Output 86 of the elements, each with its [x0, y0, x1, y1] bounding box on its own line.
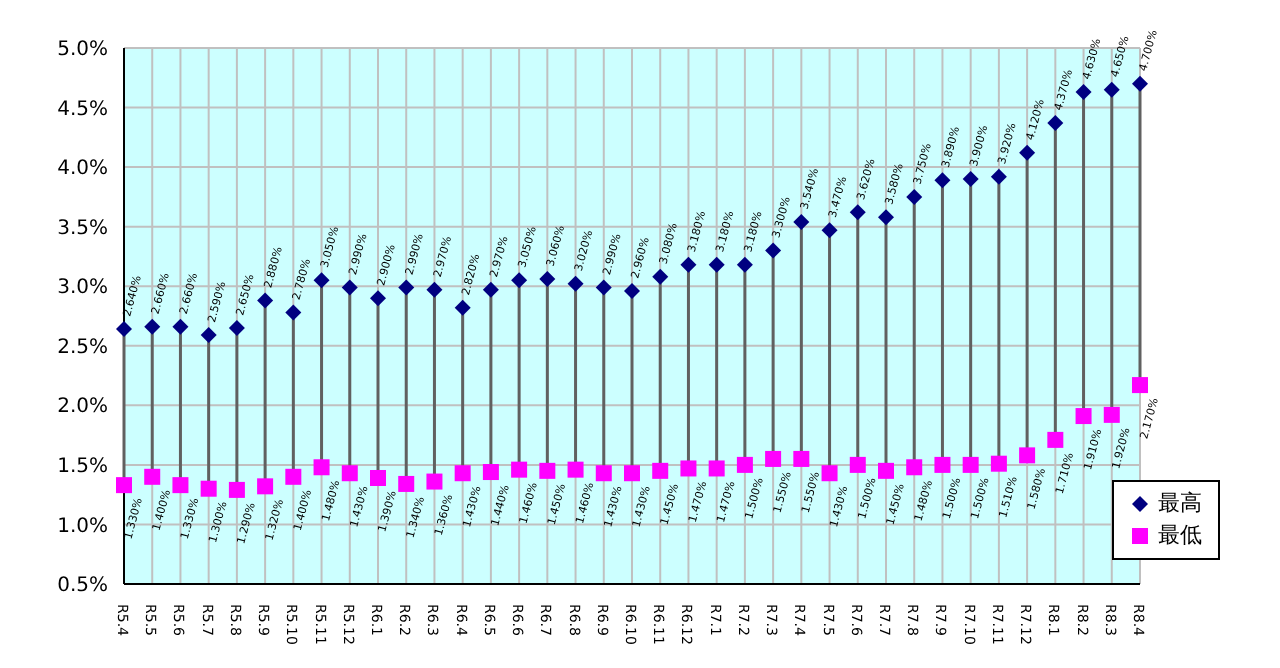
y-tick-label: 3.5%	[57, 217, 108, 240]
point	[398, 475, 415, 492]
point	[398, 279, 415, 296]
point	[426, 281, 443, 298]
y-tick-label: 1.0%	[57, 515, 108, 538]
point	[990, 455, 1007, 472]
point	[962, 171, 979, 188]
point	[257, 292, 274, 309]
point	[313, 272, 330, 289]
point	[849, 204, 866, 221]
point	[1047, 431, 1064, 448]
point	[539, 271, 556, 288]
y-tick-label: 2.0%	[57, 396, 108, 419]
point	[1103, 406, 1120, 423]
point	[652, 268, 669, 285]
legend-label: 最低	[1158, 520, 1202, 552]
point	[793, 213, 810, 230]
point	[821, 222, 838, 239]
point	[172, 318, 189, 335]
point	[116, 477, 132, 494]
point	[990, 168, 1007, 185]
point	[200, 480, 217, 497]
point	[285, 468, 302, 485]
point	[765, 242, 782, 259]
y-tick-label: 3.0%	[57, 277, 108, 300]
point	[708, 256, 725, 273]
y-tick-label: 1.5%	[57, 455, 108, 478]
point	[228, 481, 245, 498]
point	[906, 188, 923, 205]
point	[511, 272, 528, 289]
point	[1103, 81, 1120, 98]
y-tick-label: 4.5%	[57, 98, 108, 121]
point	[511, 461, 528, 478]
point	[454, 465, 471, 482]
point	[370, 469, 386, 486]
point	[1132, 75, 1148, 92]
point	[849, 456, 866, 473]
point	[595, 465, 612, 482]
y-tick-label: 0.5%	[57, 575, 108, 598]
point	[1132, 377, 1148, 394]
point	[454, 299, 471, 316]
point	[878, 462, 894, 479]
point	[680, 256, 697, 273]
point	[708, 460, 725, 477]
point	[906, 459, 923, 476]
point	[426, 473, 443, 490]
point	[934, 172, 951, 189]
point	[172, 477, 189, 494]
point	[652, 462, 669, 479]
y-tick-label: 5.0%	[57, 39, 108, 62]
point	[1019, 447, 1036, 464]
point	[624, 465, 640, 482]
point	[624, 282, 640, 299]
point	[736, 456, 753, 473]
point	[313, 459, 330, 476]
point	[116, 321, 132, 338]
legend-label: 最高	[1158, 488, 1202, 520]
point	[257, 478, 274, 495]
point	[962, 456, 979, 473]
point	[595, 279, 612, 296]
point	[821, 465, 838, 482]
point	[341, 465, 358, 482]
point	[1047, 115, 1064, 132]
point	[1019, 144, 1036, 161]
point	[228, 319, 245, 336]
point	[370, 290, 386, 307]
y-tick-label: 2.5%	[57, 336, 108, 359]
point	[1075, 84, 1092, 101]
point	[341, 279, 358, 296]
point	[765, 450, 782, 467]
point	[482, 281, 499, 298]
point	[934, 456, 951, 473]
point	[878, 209, 894, 226]
point	[200, 327, 217, 344]
y-tick-label: 4.0%	[57, 158, 108, 181]
point	[144, 318, 161, 335]
point	[567, 275, 584, 292]
point	[680, 460, 697, 477]
point	[793, 450, 810, 467]
point	[144, 468, 161, 485]
point	[539, 462, 556, 479]
point	[1075, 408, 1092, 425]
point	[482, 464, 499, 481]
point	[567, 461, 584, 478]
point	[736, 256, 753, 273]
point	[285, 304, 302, 321]
